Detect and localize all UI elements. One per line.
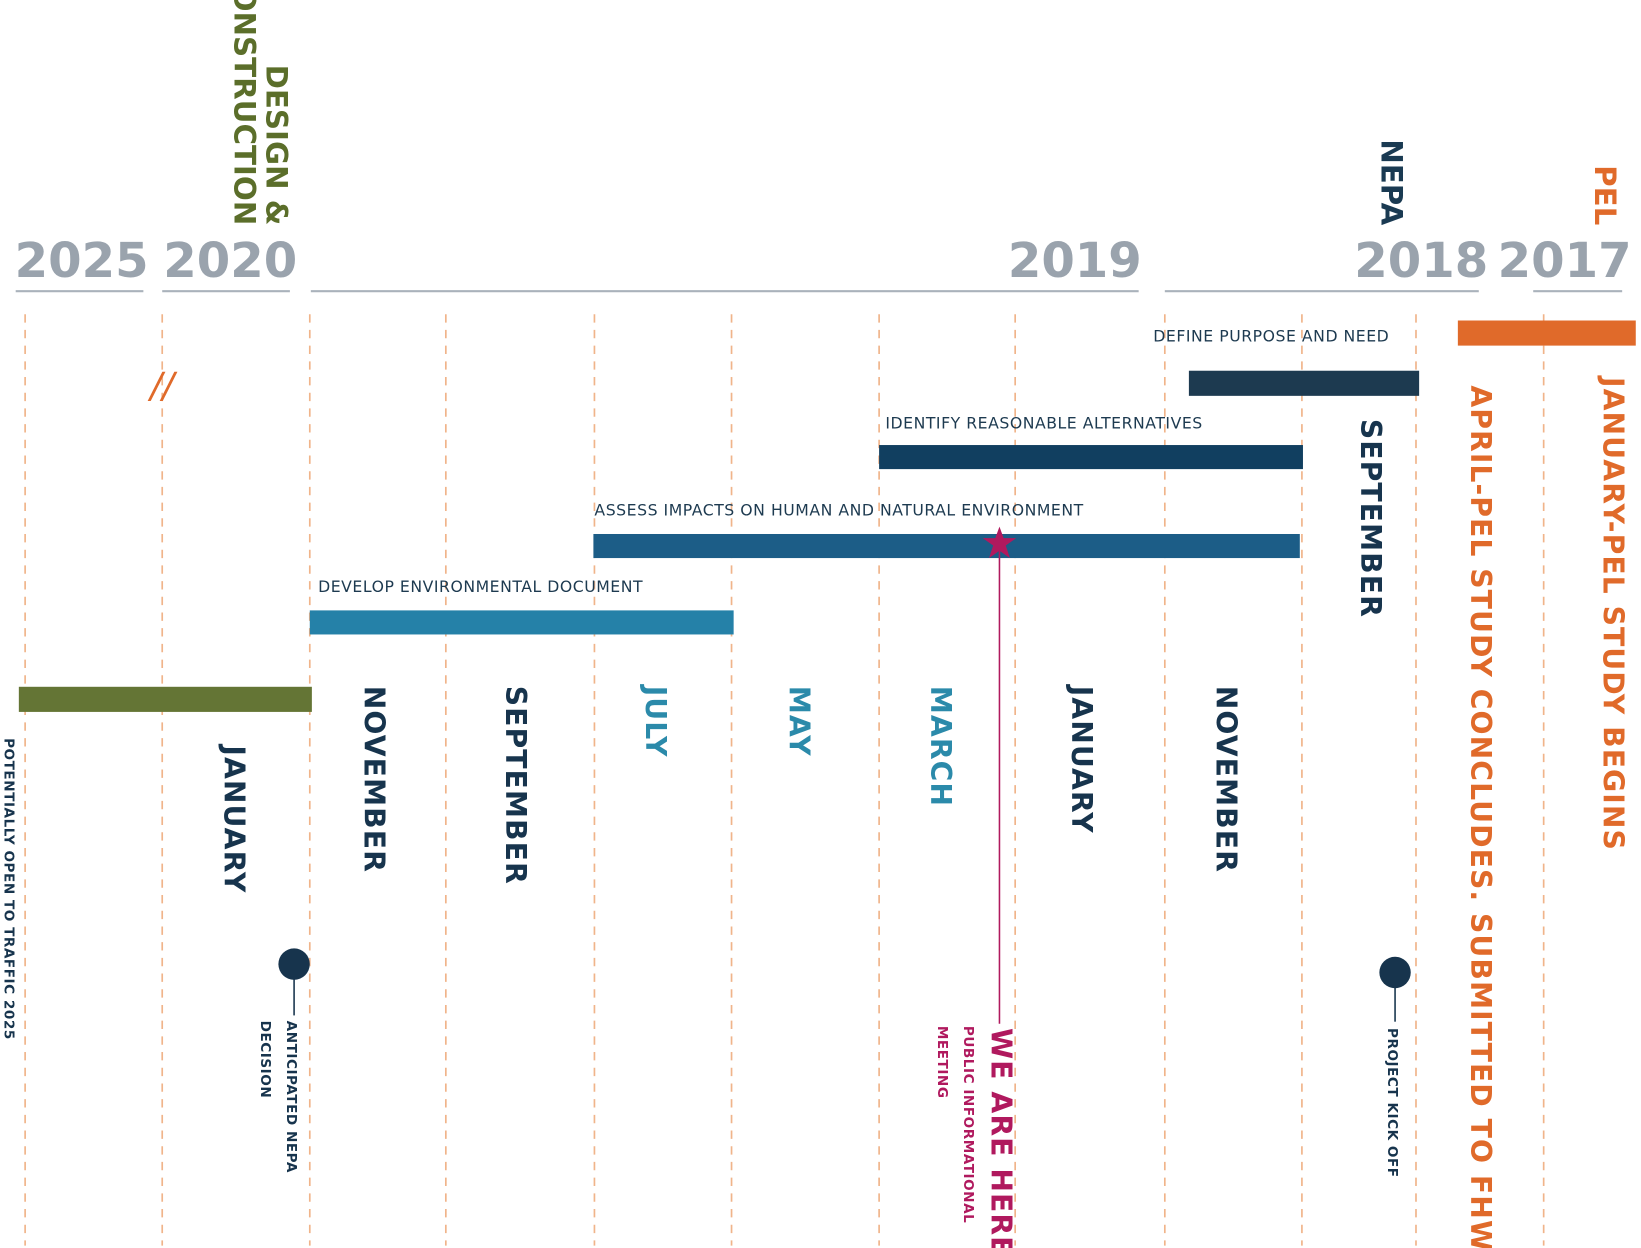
month-label: SEPTEMBER — [499, 686, 532, 885]
milestone-label: PROJECT KICK OFF — [1384, 1028, 1400, 1178]
milestone-label: ANTICIPATED NEPA — [283, 1021, 299, 1173]
milestone-label: POTENTIALLY OPEN TO TRAFFIC 2025 — [0, 738, 16, 1040]
meeting-label: MEETING — [934, 1026, 950, 1099]
year: 2020 — [163, 233, 297, 289]
month-label: JANUARY — [1065, 684, 1098, 834]
task-bar — [879, 445, 1303, 470]
year: 2019 — [1008, 233, 1142, 289]
design-bar — [18, 686, 312, 712]
month-label: NOVEMBER — [358, 686, 391, 873]
phase-label: PEL — [1588, 165, 1622, 225]
meeting-label: PUBLIC INFORMATIONAL — [960, 1026, 976, 1223]
phase-label: CONSTRUCTION — [227, 0, 261, 225]
task-label: IDENTIFY REASONABLE ALTERNATIVES — [885, 414, 1202, 433]
task-label: ASSESS IMPACTS ON HUMAN AND NATURAL ENVI… — [594, 500, 1083, 519]
year: 2017 — [1498, 233, 1632, 289]
here-label: WE ARE HERE — [984, 1028, 1017, 1248]
task-bar — [1188, 370, 1420, 396]
month-label: NOVEMBER — [1209, 686, 1242, 873]
milestone-label: DECISION — [257, 1021, 273, 1099]
month-label: JULY — [639, 684, 672, 758]
phase-label: DESIGN & — [260, 65, 294, 226]
phase-label: NEPA — [1374, 139, 1408, 225]
task-label: DEVELOP ENVIRONMENTAL DOCUMENT — [318, 577, 643, 596]
year: 2018 — [1354, 233, 1488, 289]
task-label: DEFINE PURPOSE AND NEED — [1153, 327, 1389, 346]
break-mark: // — [147, 365, 178, 406]
month-label: JANUARY — [217, 743, 250, 893]
pel-bar — [1457, 320, 1636, 346]
month-label: MARCH — [924, 686, 957, 807]
pel-note: APRIL-PEL STUDY CONCLUDES. SUBMITTED TO … — [1464, 385, 1497, 1248]
pel-note: JANUARY-PEL STUDY BEGINS — [1597, 375, 1630, 851]
here-star — [982, 526, 1017, 559]
task-bar — [309, 610, 734, 635]
month-label: SEPTEMBER — [1354, 419, 1387, 618]
month-label: MAY — [782, 686, 815, 757]
dashed-lines — [24, 314, 1545, 1246]
year: 2025 — [15, 233, 149, 289]
milestone-dot — [278, 948, 310, 980]
task-bar — [593, 533, 1300, 559]
milestone-dot — [1379, 956, 1411, 989]
